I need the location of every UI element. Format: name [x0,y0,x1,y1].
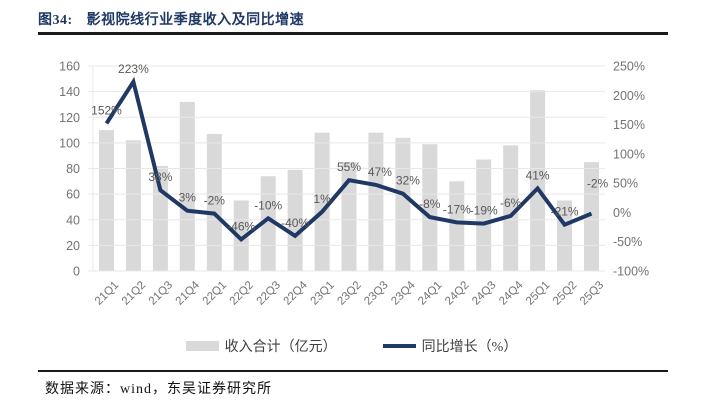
left-axis-tick-label: 20 [66,239,80,253]
right-axis-tick-label: -100% [613,265,649,279]
revenue-bar-24Q1 [422,144,438,271]
yoy-data-label: -21% [551,205,579,219]
yoy-data-label: 55% [337,160,361,174]
yoy-data-label: 223% [118,62,149,76]
yoy-data-label: -46% [227,219,255,233]
right-axis-tick-label: 150% [613,118,645,132]
right-axis-tick-label: 50% [613,177,638,191]
yoy-data-label: 38% [148,170,172,184]
yoy-data-label: -2% [587,177,609,191]
revenue-bar-22Q3 [260,176,276,271]
x-axis-tick-label: 24Q2 [443,279,471,307]
line-series-swatch-icon [382,344,416,348]
x-axis-tick-label: 25Q2 [551,279,579,307]
revenue-bar-23Q2 [341,162,357,271]
yoy-data-label: -8% [419,197,441,211]
right-axis-tick-label: 0% [613,206,631,220]
yoy-data-label: 47% [368,165,392,179]
chart-legend: 收入合计（亿元） 同比增长（%） [0,336,703,356]
x-axis-tick-label: 21Q2 [120,279,148,307]
revenue-bar-21Q4 [179,101,195,272]
revenue-bar-25Q1 [530,90,546,271]
revenue-bar-21Q2 [125,140,141,271]
right-axis-tick-label: 100% [613,147,645,161]
x-axis-tick-label: 24Q4 [497,279,526,308]
yoy-data-label: -10% [254,198,282,212]
right-axis-tick-label: -50% [613,235,642,249]
revenue-bar-22Q2 [233,200,249,271]
x-axis-tick-label: 22Q3 [255,279,283,307]
x-axis-tick-label: 25Q1 [524,279,552,307]
x-axis-tick-label: 23Q1 [308,279,336,307]
yoy-data-label: -19% [470,204,498,218]
footer-divider-line [38,370,668,372]
revenue-bar-23Q1 [314,132,330,271]
figure-title: 图34: 影视院线行业季度收入及同比增速 [38,9,304,29]
yoy-data-label: 3% [179,191,197,205]
legend-item-revenue: 收入合计（亿元） [185,336,337,356]
x-axis-tick-label: 23Q4 [389,279,418,308]
left-axis-tick-label: 160 [59,60,80,74]
yoy-data-label: 1% [313,192,331,206]
left-axis-tick-label: 60 [66,188,80,202]
x-axis-tick-label: 22Q1 [201,279,229,307]
x-axis-tick-label: 21Q1 [93,279,121,307]
revenue-bar-24Q4 [503,145,519,271]
x-axis-tick-label: 24Q3 [470,279,498,307]
title-divider-line [38,32,668,35]
yoy-data-label: -17% [443,202,471,216]
x-axis-tick-label: 24Q1 [416,279,444,307]
left-axis-tick-label: 40 [66,213,80,227]
revenue-bar-21Q1 [99,130,114,271]
right-axis-tick-label: 250% [613,60,645,74]
legend-line-label: 同比增长（%） [421,340,518,355]
x-axis-tick-label: 23Q2 [335,279,363,307]
revenue-bar-25Q3 [584,162,599,271]
x-axis-tick-label: 21Q3 [147,279,175,307]
revenue-bar-23Q4 [395,137,411,272]
yoy-data-label: -6% [500,196,522,210]
yoy-data-label: 152% [91,103,122,117]
left-axis-tick-label: 120 [59,111,80,125]
yoy-growth-line [104,76,593,243]
legend-bar-label: 收入合计（亿元） [224,340,337,355]
x-axis-tick-label: 22Q2 [228,279,256,307]
revenue-bar-24Q3 [476,159,492,271]
yoy-data-label: 41% [526,168,550,182]
left-axis-tick-label: 140 [59,85,80,99]
left-axis-tick-label: 80 [66,162,80,176]
figure-title-text: 影视院线行业季度收入及同比增速 [86,13,305,28]
figure-number: 图34: [38,13,73,28]
data-source-note: 数据来源：wind，东吴证券研究所 [45,382,272,397]
revenue-bar-24Q2 [449,181,465,271]
revenue-bar-23Q3 [368,132,384,271]
x-axis-tick-label: 22Q4 [281,279,310,308]
x-axis-tick-label: 21Q4 [174,279,203,308]
x-axis-tick-label: 25Q3 [578,279,606,307]
yoy-data-label: -40% [281,216,309,230]
right-axis-tick-label: 200% [613,89,645,103]
bar-series-swatch-icon [185,341,219,351]
x-axis-tick-label: 23Q3 [362,279,390,307]
yoy-data-label: 32% [396,174,420,188]
yoy-data-label: -2% [204,194,226,208]
left-axis-tick-label: 0 [73,265,80,279]
left-axis-tick-label: 100 [59,136,80,150]
legend-item-yoy: 同比增长（%） [382,336,518,356]
